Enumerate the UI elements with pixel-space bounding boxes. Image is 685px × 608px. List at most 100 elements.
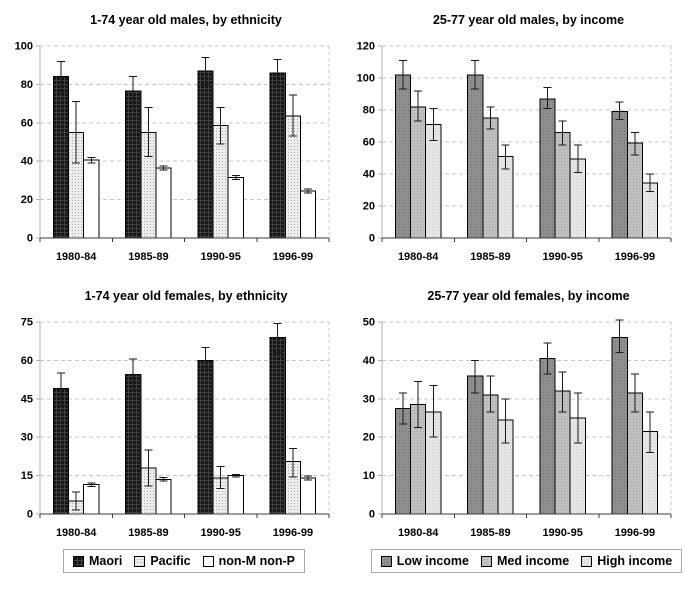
bar-maori-1990-95 [197,70,214,239]
y-tick-label: 20 [21,194,33,206]
error-bar [501,144,510,170]
legend-swatch-icon [134,555,146,567]
bar-non_mp-1980-84 [83,484,100,515]
bar-maori-1996-99 [269,336,286,515]
bar-non_mp-1985-89 [155,167,172,239]
bar-low-1980-84 [394,74,412,239]
legend-swatch-icon [72,555,84,567]
legend-label: non-M non-P [218,554,296,568]
bar-low-1985-89 [467,74,484,239]
legend-item-non_mp: non-M non-P [202,554,296,568]
legend-row-income: Low income Med income High income [342,549,685,573]
error-bar [129,76,138,107]
x-tick-label: 1980-84 [398,527,439,539]
legend-swatch-icon [480,555,492,567]
chart-canvas-females-ethnicity: 0 15 30 45 60 75 1980-84 1985-89 1990-95 1996-99 [21,317,330,539]
bar-high-1980-84 [425,123,442,239]
bar-med-1985-89 [482,117,499,239]
chart-title: 1-74 year old males, by ethnicity [90,13,282,27]
error-bar [398,392,407,425]
bar-med-1990-95 [554,131,571,239]
error-bar [398,59,407,90]
chart-canvas-males-ethnicity: 0 20 40 60 80 100 1980-84 1985-89 1990-95 1996-99 [15,41,330,263]
bar-maori-1985-89 [125,373,142,515]
error-bar [231,473,240,478]
y-tick-label: 0 [27,509,33,521]
error-bar [201,57,210,85]
x-tick-label: 1980-84 [56,527,97,539]
legend-swatch-icon [202,555,214,567]
x-tick-label: 1985-89 [470,251,510,263]
bar-low-1990-95 [539,98,556,239]
error-bar [429,384,438,438]
bar-maori-1980-84 [52,388,70,515]
y-tick-label: 45 [21,393,33,405]
error-bar [558,120,567,146]
y-tick-label: 100 [357,73,375,85]
error-bar [543,342,552,375]
chart-title: 1-74 year old females, by ethnicity [84,289,288,303]
bar-med-1996-99 [626,142,643,239]
bar-non_mp-1996-99 [299,190,317,239]
y-tick-label: 100 [15,41,33,53]
y-tick-label: 80 [21,79,33,91]
x-tick-label: 1980-84 [56,251,97,263]
error-bar [216,106,225,145]
legend-row-ethnicity: Maori Pacific non-M non-P [0,549,342,573]
bar-non_mp-1996-99 [299,477,317,515]
legend-income: Low income Med income High income [370,549,683,573]
legend-item-pacific: Pacific [134,554,191,568]
error-bar [304,475,313,481]
x-tick-label: 1990-95 [200,251,240,263]
error-bar [159,477,168,482]
y-tick-label: 120 [357,41,375,53]
error-bar [87,156,96,164]
error-bar [630,373,639,413]
y-tick-label: 60 [363,137,375,149]
legend-label: High income [597,554,673,568]
bar-non_mp-1985-89 [155,478,172,515]
error-bar [144,449,153,487]
bar-low-1985-89 [467,375,484,515]
error-bar [630,131,639,156]
error-bar [87,482,96,487]
error-bar [56,60,65,93]
error-bar [615,101,624,121]
bar-med-1985-89 [482,394,499,515]
x-tick-label: 1990-95 [200,527,240,539]
error-bar [56,372,65,406]
error-bar [573,392,582,444]
y-tick-label: 40 [363,355,375,367]
legend-item-low: Low income [380,554,469,568]
error-bar [646,173,655,193]
panel-males-ethnicity: 1-74 year old males, by ethnicity 0 20 40 6… [0,0,342,278]
error-bar [414,381,423,429]
error-bar [486,106,495,130]
legend-label: Med income [496,554,570,568]
bar-non_mp-1990-95 [227,475,244,515]
legend-label: Maori [88,554,123,568]
bar-low-1996-99 [611,336,628,515]
y-tick-label: 0 [369,509,375,521]
error-bar [429,107,438,141]
legend-ethnicity: Maori Pacific non-M non-P [62,549,306,573]
chart-canvas-females-income: 0 10 20 30 40 50 1980-84 1985-89 1990-95 1996-99 [363,317,672,539]
y-tick-label: 80 [363,105,375,117]
error-bar [231,175,240,180]
error-bar [543,87,552,109]
chart-canvas-males-income: 0 20 40 60 80 100 120 1980-84 1985-89 1990-95 1996… [357,41,672,263]
bar-non_mp-1980-84 [83,159,100,239]
error-bar [501,398,510,444]
bar-low-1990-95 [539,357,556,515]
y-tick-label: 60 [21,355,33,367]
error-bar [129,358,138,391]
error-bar [159,165,168,171]
legend-label: Pacific [150,554,191,568]
panel-females-income: 25-77 year old females, by income 0 10 20 3… [342,278,685,590]
figure-bar-charts: 1-74 year old males, by ethnicity 0 20 40 6… [0,0,685,590]
y-tick-label: 50 [363,317,375,329]
error-bar [486,375,495,413]
error-bar [201,347,210,369]
x-tick-label: 1996-99 [273,527,313,539]
error-bar [273,322,282,354]
